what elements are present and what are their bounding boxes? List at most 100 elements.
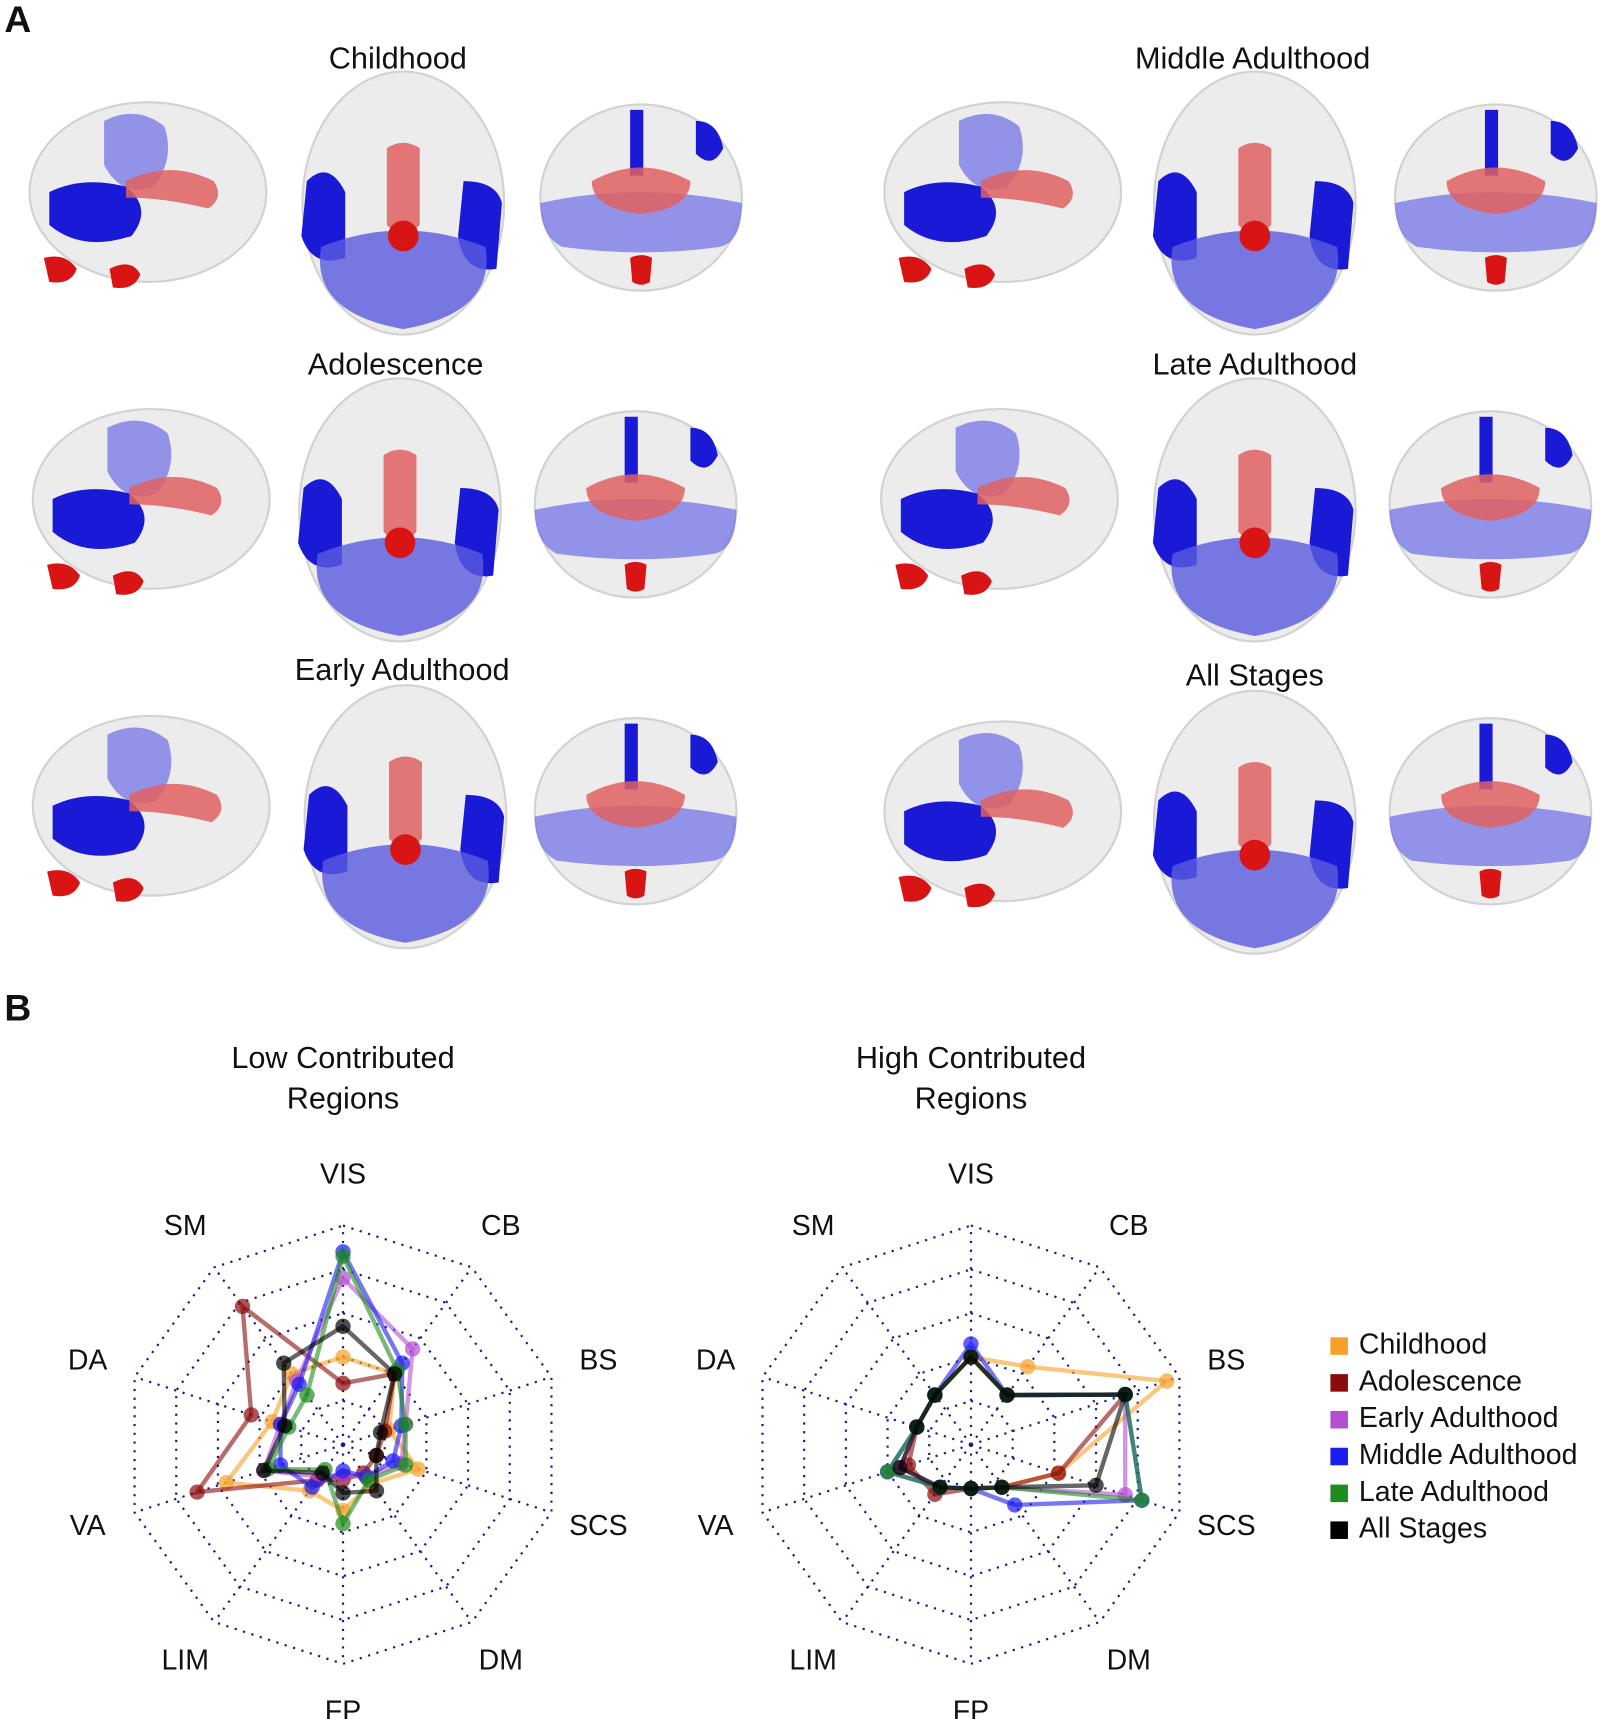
axis-label: VA (70, 1510, 106, 1542)
axis-label: VIS (320, 1159, 366, 1191)
legend-swatch (1330, 1521, 1348, 1539)
axis-label: CB (1109, 1210, 1149, 1242)
data-point (909, 1419, 925, 1435)
data-point (189, 1484, 205, 1500)
data-point (256, 1462, 272, 1479)
data-point (314, 1465, 331, 1481)
brain-axial (300, 70, 506, 336)
data-point (963, 1349, 979, 1365)
data-point (385, 1453, 401, 1469)
grid-ring (300, 1399, 386, 1490)
brain-sagittal (31, 714, 271, 903)
brain-coronal (1393, 103, 1598, 292)
legend-label: Early Adulthood (1359, 1402, 1559, 1434)
axis-label: LIM (161, 1644, 208, 1676)
legend-swatch (1330, 1374, 1348, 1392)
brain-sagittal (879, 407, 1119, 596)
brain-views (28, 70, 1598, 955)
axis-label: VA (698, 1510, 734, 1542)
brain-sagittal (883, 101, 1123, 290)
brain-axial (1151, 70, 1357, 336)
data-point (1117, 1386, 1133, 1403)
spoke (762, 1443, 972, 1514)
axis-label: SCS (1197, 1510, 1256, 1542)
axis-label: SM (164, 1210, 207, 1242)
data-point (404, 1341, 421, 1357)
brain-coronal (1388, 410, 1593, 599)
data-point (994, 1479, 1010, 1495)
grid-ring (803, 1268, 1139, 1622)
spoke (841, 1266, 972, 1446)
data-point (1159, 1373, 1175, 1389)
legend-label: Adolescence (1359, 1365, 1522, 1397)
stage-title: Late Adulthood (1152, 346, 1357, 381)
legend-label: Childhood (1359, 1329, 1487, 1361)
data-point (927, 1387, 943, 1403)
stage-title: Adolescence (308, 346, 484, 381)
data-point (410, 1461, 426, 1477)
data-point (335, 1463, 351, 1479)
data-point (335, 1349, 351, 1365)
data-point (386, 1366, 403, 1382)
axis-label: BS (1207, 1344, 1245, 1376)
data-point (276, 1418, 293, 1434)
axis-label: LIM (789, 1644, 836, 1676)
axis-label: FP (953, 1696, 989, 1719)
legend-label: All Stages (1359, 1513, 1487, 1545)
chart-title: Regions (287, 1081, 400, 1116)
data-point (335, 1515, 351, 1532)
legend-swatch (1330, 1447, 1348, 1466)
legend-swatch (1330, 1337, 1348, 1355)
spoke (970, 1443, 1180, 1514)
data-point (892, 1460, 908, 1476)
data-point (932, 1479, 948, 1495)
chart-title: Regions (915, 1081, 1028, 1116)
brain-axial (302, 684, 508, 950)
data-point (1050, 1465, 1067, 1481)
axis-label: DA (696, 1344, 736, 1376)
axis-label: DM (1107, 1644, 1151, 1676)
axis-label: FP (325, 1696, 361, 1719)
spoke (342, 1266, 473, 1446)
brain-axial (1151, 689, 1357, 955)
brain-sagittal (883, 720, 1123, 909)
series-line (897, 1353, 1129, 1491)
spoke (134, 1375, 344, 1446)
data-point (368, 1447, 385, 1464)
brain-axial (296, 377, 502, 643)
data-point (234, 1298, 251, 1315)
axis-label: BS (579, 1344, 617, 1376)
brain-axial (1151, 377, 1357, 643)
chart-title: High Contributed (856, 1040, 1086, 1075)
axis-label: CB (481, 1210, 521, 1242)
data-point (1134, 1492, 1150, 1508)
chart-title: Low Contributed (231, 1040, 454, 1075)
grid-ring (175, 1268, 511, 1622)
stage-title: Early Adulthood (295, 652, 510, 687)
brain-coronal (533, 410, 738, 599)
data-point (1019, 1359, 1036, 1375)
brain-coronal (1388, 717, 1593, 906)
data-point (218, 1474, 234, 1491)
data-point (397, 1416, 414, 1433)
legend-label: Late Adulthood (1359, 1476, 1549, 1508)
brain-coronal (533, 717, 738, 906)
series-line (192, 1301, 398, 1495)
axis-label: DA (68, 1344, 108, 1376)
data-point (397, 1457, 414, 1473)
spoke (970, 1375, 1180, 1446)
data-point (335, 1485, 351, 1501)
axis-label: VIS (948, 1159, 994, 1191)
brain-sagittal (28, 101, 268, 290)
data-point (335, 1318, 351, 1335)
data-point (879, 1464, 896, 1480)
grid-ring (928, 1399, 1014, 1490)
data-point (999, 1387, 1015, 1403)
panel-label: A (4, 0, 31, 40)
legend-label: Middle Adulthood (1359, 1439, 1578, 1471)
data-point (1088, 1477, 1104, 1494)
stage-title: All Stages (1186, 658, 1324, 693)
data-point (1007, 1497, 1023, 1513)
